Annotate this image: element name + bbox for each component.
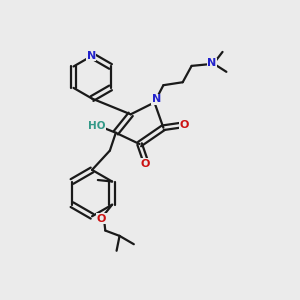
Text: N: N bbox=[152, 94, 161, 104]
Text: N: N bbox=[86, 51, 96, 61]
Text: O: O bbox=[140, 159, 150, 169]
Text: HO: HO bbox=[88, 121, 106, 131]
Text: O: O bbox=[97, 214, 106, 224]
Text: N: N bbox=[207, 58, 216, 68]
Text: O: O bbox=[179, 120, 189, 130]
